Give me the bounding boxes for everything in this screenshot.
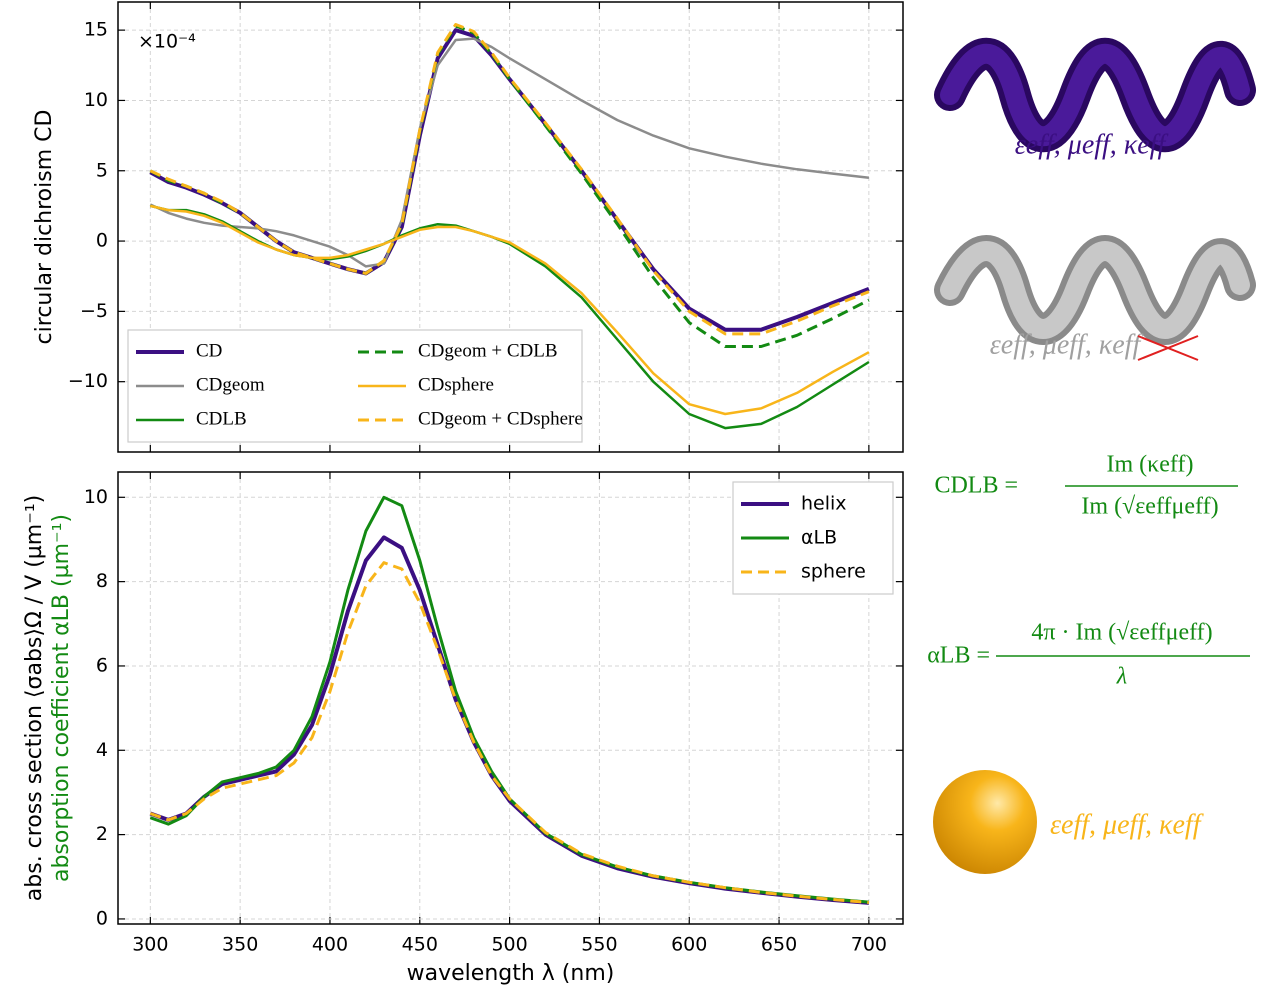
x-axis-label: wavelength λ (nm): [407, 961, 615, 986]
sphere-icon: [933, 770, 1037, 874]
x-tick-label: 350: [222, 934, 258, 956]
y-tick-label: −10: [68, 370, 108, 392]
legend-label: αLB: [801, 527, 837, 549]
legend-label: CDgeom + CDLB: [418, 340, 558, 361]
y-axis-label: circular dichroism CD: [32, 110, 57, 345]
plot-frame: [117, 1, 904, 453]
x-tick-label: 500: [491, 934, 527, 956]
legend-label: CDgeom: [196, 374, 265, 395]
legend-label: CD: [196, 340, 222, 361]
formula-num: 4π · Im (√εeffμeff): [1031, 620, 1212, 646]
y-axis-label-2: absorption coefficient αLB (µm⁻¹): [49, 514, 74, 882]
legend-label: CDLB: [196, 408, 247, 429]
formula-lhs: CDLB =: [934, 473, 1018, 499]
series-line: [149, 561, 870, 904]
helix-gray-sheen: [940, 241, 1250, 339]
y-tick-label: 10: [84, 89, 108, 111]
x-tick-label: 300: [132, 934, 168, 956]
formula-den: Im (√εeffμeff): [1081, 494, 1218, 520]
multiplier: ×10⁻⁴: [138, 31, 196, 53]
sphere-label: εeff, μeff, κeff: [1050, 809, 1204, 840]
geom-label: εeff, μeff, κeff: [990, 329, 1144, 360]
y-tick-label: 0: [96, 230, 108, 252]
x-tick-label: 400: [312, 934, 348, 956]
y-tick-label: 2: [96, 823, 108, 845]
y-axis-label: abs. cross section ⟨σabs⟩Ω / V (µm⁻¹): [22, 495, 47, 901]
y-tick-label: 4: [96, 739, 108, 761]
y-tick-label: 5: [96, 159, 108, 181]
y-tick-label: 0: [96, 907, 108, 929]
helix-label: εeff, μeff, κeff: [1015, 129, 1169, 160]
helix-purple-sheen: [940, 43, 1250, 147]
x-tick-label: 550: [581, 934, 617, 956]
plot-frame: [117, 471, 904, 925]
legend-label: CDsphere: [418, 374, 494, 395]
strike: [1137, 335, 1199, 361]
legend-label: helix: [801, 493, 847, 515]
x-tick-label: 700: [851, 934, 887, 956]
x-tick-label: 450: [402, 934, 438, 956]
y-tick-label: 8: [96, 570, 108, 592]
legend-box: [127, 329, 583, 443]
formula-den: λ: [1116, 664, 1127, 690]
formula-lhs: αLB =: [927, 643, 990, 669]
y-tick-label: 15: [84, 19, 108, 41]
legend-label: sphere: [801, 561, 866, 583]
y-tick-label: −5: [80, 300, 108, 322]
formula-num: Im (κeff): [1107, 452, 1194, 478]
x-tick-label: 600: [671, 934, 707, 956]
x-tick-label: 650: [761, 934, 797, 956]
legend-label: CDgeom + CDsphere: [418, 408, 583, 429]
series-line: [150, 204, 870, 416]
y-tick-label: 6: [96, 654, 108, 676]
series-line: [149, 23, 870, 336]
y-tick-label: 10: [84, 486, 108, 508]
